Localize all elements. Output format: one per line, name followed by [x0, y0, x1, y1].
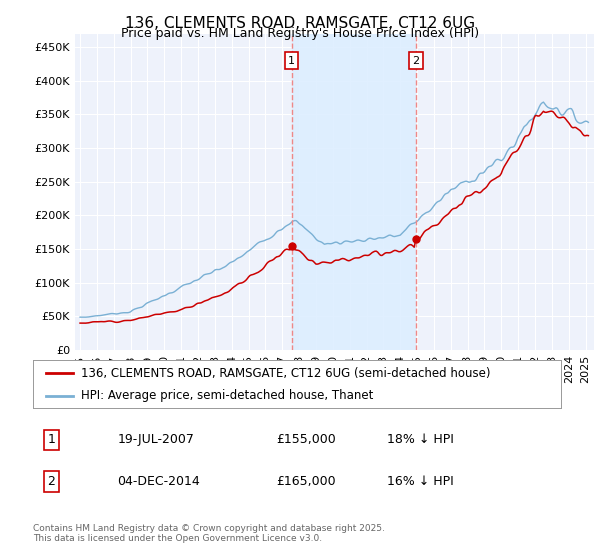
- Text: 1: 1: [288, 55, 295, 66]
- Text: HPI: Average price, semi-detached house, Thanet: HPI: Average price, semi-detached house,…: [80, 389, 373, 402]
- Bar: [292, 34, 416, 350]
- Text: 16% ↓ HPI: 16% ↓ HPI: [387, 475, 454, 488]
- Text: 136, CLEMENTS ROAD, RAMSGATE, CT12 6UG (semi-detached house): 136, CLEMENTS ROAD, RAMSGATE, CT12 6UG (…: [80, 367, 490, 380]
- Text: 136, CLEMENTS ROAD, RAMSGATE, CT12 6UG: 136, CLEMENTS ROAD, RAMSGATE, CT12 6UG: [125, 16, 475, 31]
- Text: Price paid vs. HM Land Registry's House Price Index (HPI): Price paid vs. HM Land Registry's House …: [121, 27, 479, 40]
- Text: £165,000: £165,000: [276, 475, 335, 488]
- Text: 04-DEC-2014: 04-DEC-2014: [118, 475, 200, 488]
- Text: 18% ↓ HPI: 18% ↓ HPI: [387, 433, 454, 446]
- Text: 19-JUL-2007: 19-JUL-2007: [118, 433, 194, 446]
- Text: £155,000: £155,000: [276, 433, 335, 446]
- Text: 2: 2: [412, 55, 419, 66]
- Text: 1: 1: [47, 433, 55, 446]
- Text: Contains HM Land Registry data © Crown copyright and database right 2025.
This d: Contains HM Land Registry data © Crown c…: [33, 524, 385, 543]
- Text: 2: 2: [47, 475, 55, 488]
